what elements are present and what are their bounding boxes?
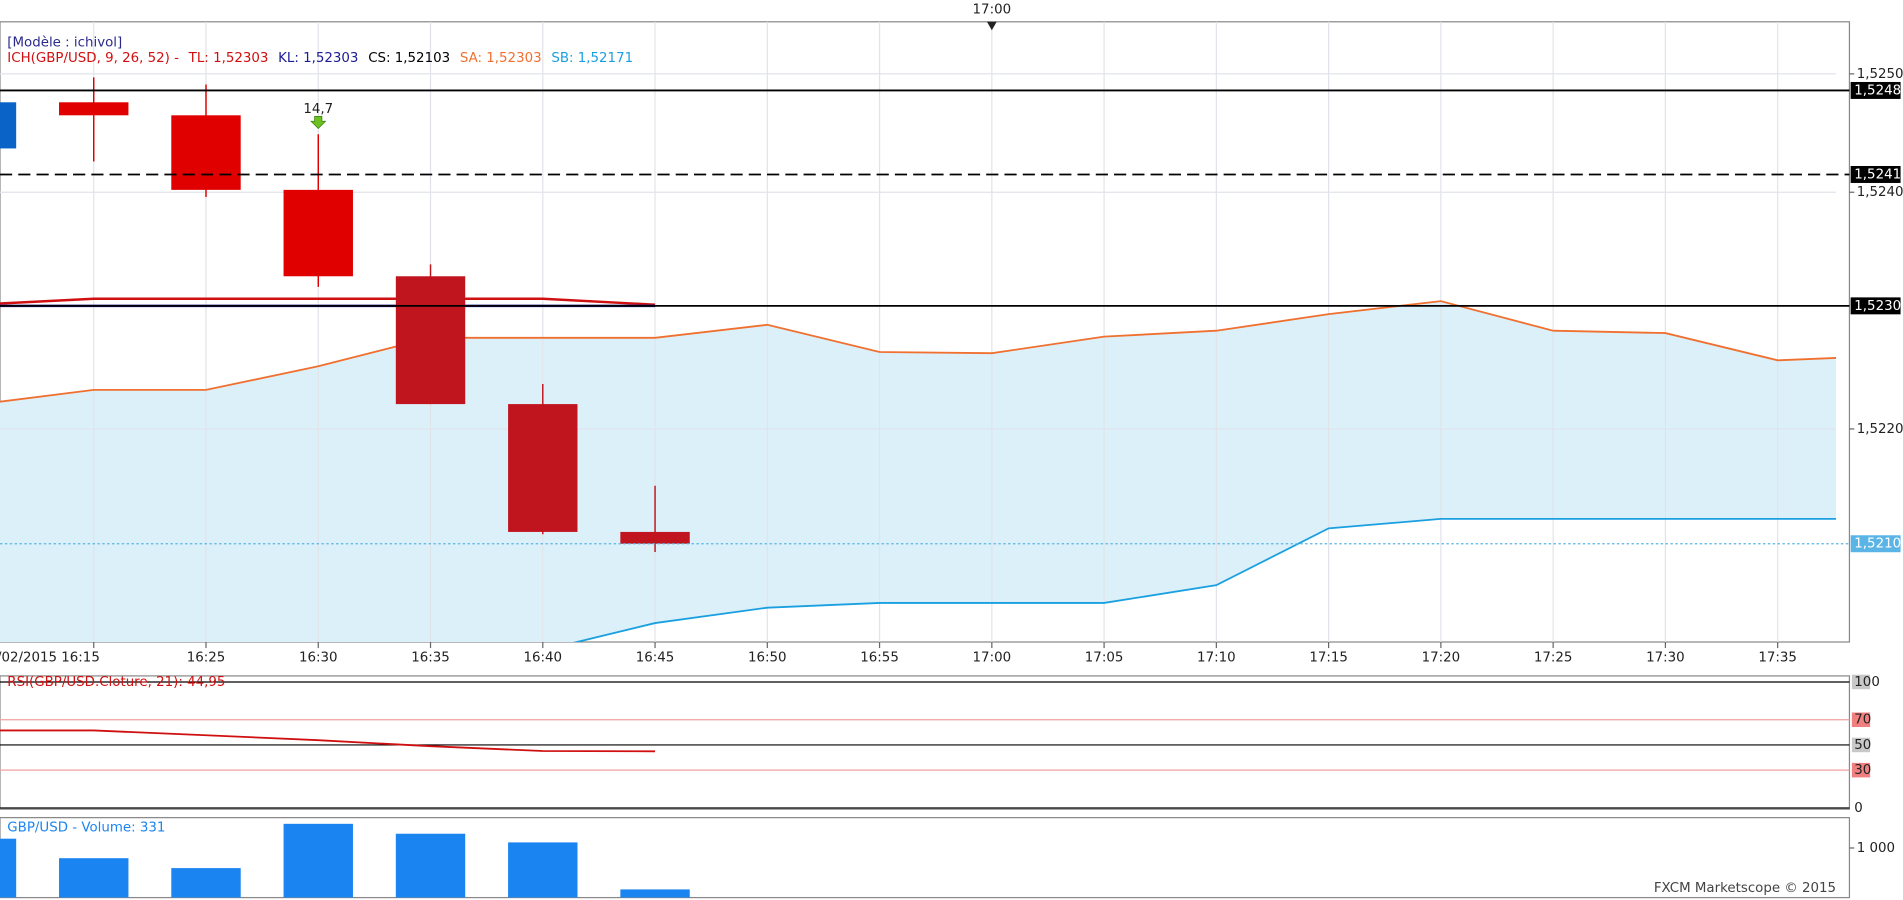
rsi-line (0, 729, 656, 753)
indicator-line (0, 297, 656, 306)
level-label: 1,52486 (1854, 83, 1903, 98)
indicator-line (573, 517, 1837, 642)
y-tick-label: 70 (1854, 713, 1871, 728)
tick-label-bg (1851, 737, 1871, 753)
y-tick-label: 1,5250 (1857, 67, 1903, 82)
level-label-bg (1850, 535, 1901, 553)
overlay: 04/02/2015 16:15 16:25 16:30 16:35 16:40 16:4… (0, 3, 1903, 856)
tick-label-bg (1851, 674, 1871, 690)
y-tick-label: 1 000 (1857, 841, 1895, 856)
annotation-label: 14,7 (303, 102, 333, 117)
panel-title: GBP/USD - Volume: 331 (7, 820, 165, 835)
legend-entry: ICH(GBP/USD, 9, 26, 52) - (7, 51, 179, 66)
volume-plot (0, 823, 690, 898)
x-tick-label: 17:30 (1646, 651, 1685, 666)
candle-body (283, 189, 353, 277)
candle-body (171, 115, 241, 190)
time-marker-label: 17:00 (973, 3, 1012, 18)
x-tick-label: 16:40 (524, 651, 563, 666)
volume-bar (171, 868, 241, 898)
x-tick-label: 04/02/2015 16:15 (0, 651, 100, 666)
x-tick-label: 16:50 (748, 651, 787, 666)
level-label: 1,52103 (1854, 537, 1903, 552)
candle-body (508, 404, 578, 532)
x-tick-label: 17:10 (1197, 651, 1236, 666)
candle-body (395, 276, 466, 405)
x-tick-label: 17:35 (1758, 651, 1797, 666)
volume-frame (0, 817, 1851, 899)
legend-entry: SA: 1,52303 (460, 51, 542, 66)
y-tick-label: 100 (1854, 675, 1880, 690)
volume-bar (395, 833, 466, 898)
legend-entry: CS: 1,52103 (368, 51, 450, 66)
candle-body (620, 531, 690, 544)
volume-bar (0, 838, 17, 898)
model-label: [Modèle : ichivol] (7, 34, 122, 50)
volume-bar (620, 889, 690, 898)
level-label: 1,52304 (1854, 299, 1903, 314)
y-tick-label: 1,5220 (1857, 422, 1903, 437)
legend: ICH(GBP/USD, 9, 26, 52) - TL: 1,52303 KL: … (7, 51, 633, 66)
y-tick-label: 50 (1854, 738, 1871, 753)
x-tick-label: 16:35 (411, 651, 450, 666)
level-label-bg (1850, 166, 1901, 183)
x-tick-label: 17:05 (1085, 651, 1124, 666)
x-tick-label: 16:30 (299, 651, 338, 666)
y-tick-label: 1,5240 (1857, 185, 1903, 200)
volume-bar (59, 858, 129, 898)
y-tick-label: 0 (1854, 801, 1863, 816)
x-tick-label: 17:25 (1534, 651, 1573, 666)
candle-body (0, 102, 17, 149)
legend-entry: TL: 1,52303 (188, 51, 269, 66)
cloud (0, 301, 1837, 642)
level-label-bg (1850, 297, 1901, 315)
volume-bar (508, 842, 578, 898)
signal-arrow (310, 116, 327, 130)
main-plot (0, 21, 1837, 642)
x-tick-label: 17:15 (1309, 651, 1348, 666)
candle-body (59, 102, 129, 116)
panel-title: RSI(GBP/USD.Cloture, 21): 44,95 (7, 675, 225, 690)
legend-entry: SB: 1,52171 (551, 51, 633, 66)
legend-entry: KL: 1,52303 (278, 51, 358, 66)
level-label: 1,52415 (1854, 168, 1903, 183)
x-tick-label: 16:25 (187, 651, 226, 666)
tick-label-bg (1851, 762, 1871, 778)
x-tick-label: 16:45 (636, 651, 675, 666)
indicator-line (0, 300, 1837, 403)
x-tick-label: 16:55 (860, 651, 899, 666)
y-tick-label: 30 (1854, 763, 1871, 778)
x-tick-label: 17:00 (973, 651, 1012, 666)
main-frame (0, 21, 1851, 643)
x-tick-label: 17:20 (1422, 651, 1461, 666)
tick-label-bg (1851, 712, 1871, 728)
volume-bar (283, 823, 353, 898)
rsi-frame (0, 675, 1851, 810)
footer: FXCM Marketscope © 2015 (1654, 881, 1836, 896)
time-marker (986, 21, 997, 31)
level-label-bg (1850, 81, 1901, 99)
